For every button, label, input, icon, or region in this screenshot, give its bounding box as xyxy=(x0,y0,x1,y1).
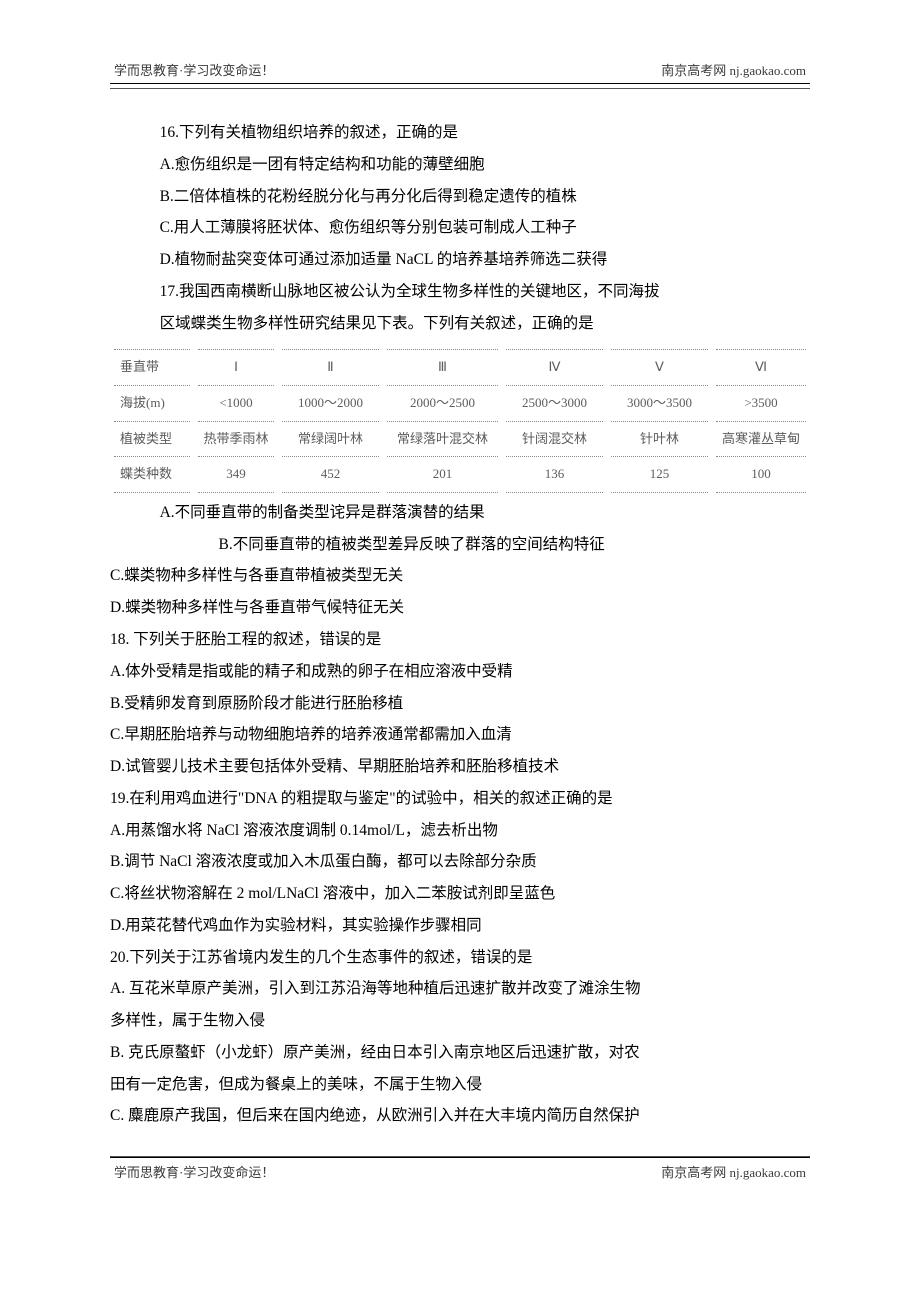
q18-stem: 18. 下列关于胚胎工程的叙述，错误的是 xyxy=(110,624,810,656)
cell: 针阔混交林 xyxy=(502,424,607,455)
q17-choice-c: C.蝶类物种多样性与各垂直带植被类型无关 xyxy=(110,560,810,592)
cell: 2500～3000 xyxy=(502,388,607,419)
q20-choice-a-line2: 多样性，属于生物入侵 xyxy=(110,1005,810,1037)
q16-choice-b: B.二倍体植株的花粉经脱分化与再分化后得到稳定遗传的植株 xyxy=(110,181,810,213)
table-row-species: 蝶类种数 349 452 201 136 125 100 xyxy=(110,459,810,490)
cell: 3000～3500 xyxy=(607,388,712,419)
q16-stem: 16.下列有关植物组织培养的叙述，正确的是 xyxy=(110,117,810,149)
header-left: 学而思教育·学习改变命运！ xyxy=(114,60,274,79)
cell: 136 xyxy=(502,459,607,490)
header-rule-thick xyxy=(110,83,810,84)
q20-choice-a-line1: A. 互花米草原产美洲，引入到江苏沿海等地种植后迅速扩散并改变了滩涂生物 xyxy=(110,973,810,1005)
footer-left: 学而思教育·学习改变命运！ xyxy=(114,1162,274,1181)
q16-choice-c: C.用人工薄膜将胚状体、愈伤组织等分别包装可制成人工种子 xyxy=(110,212,810,244)
q19-choice-c: C.将丝状物溶解在 2 mol/LNaCl 溶液中，加入二苯胺试剂即呈蓝色 xyxy=(110,878,810,910)
row-label-altitude: 海拔(m) xyxy=(110,388,194,419)
header-right: 南京高考网 nj.gaokao.com xyxy=(661,60,806,79)
footer-right: 南京高考网 nj.gaokao.com xyxy=(661,1162,806,1181)
q16-choice-a: A.愈伤组织是一团有特定结构和功能的薄壁细胞 xyxy=(110,149,810,181)
cell: 高寒灌丛草甸 xyxy=(712,424,810,455)
q19-stem: 19.在利用鸡血进行"DNA 的粗提取与鉴定"的试验中，相关的叙述正确的是 xyxy=(110,783,810,815)
q18-choice-d: D.试管婴儿技术主要包括体外受精、早期胚胎培养和胚胎移植技术 xyxy=(110,751,810,783)
q17-stem-line2: 区域蝶类生物多样性研究结果见下表。下列有关叙述，正确的是 xyxy=(110,308,810,340)
page-header: 学而思教育·学习改变命运！ 南京高考网 nj.gaokao.com xyxy=(110,60,810,89)
content-body: 16.下列有关植物组织培养的叙述，正确的是 A.愈伤组织是一团有特定结构和功能的… xyxy=(110,117,810,1132)
col-1: Ⅰ xyxy=(194,352,278,383)
col-5: Ⅴ xyxy=(607,352,712,383)
q19-choice-b: B.调节 NaCl 溶液浓度或加入木瓜蛋白酶，都可以去除部分杂质 xyxy=(110,846,810,878)
cell: >3500 xyxy=(712,388,810,419)
col-6: Ⅵ xyxy=(712,352,810,383)
q18-choice-c: C.早期胚胎培养与动物细胞培养的培养液通常都需加入血清 xyxy=(110,719,810,751)
cell: 100 xyxy=(712,459,810,490)
table-row-header: 垂直带 Ⅰ Ⅱ Ⅲ Ⅳ Ⅴ Ⅵ xyxy=(110,352,810,383)
cell: 349 xyxy=(194,459,278,490)
col-2: Ⅱ xyxy=(278,352,383,383)
q18-choice-a: A.体外受精是指或能的精子和成熟的卵子在相应溶液中受精 xyxy=(110,656,810,688)
cell: 125 xyxy=(607,459,712,490)
q20-choice-b-line1: B. 克氏原螯虾（小龙虾）原产美洲，经由日本引入南京地区后迅速扩散，对农 xyxy=(110,1037,810,1069)
header-rule-thin xyxy=(110,88,810,89)
q17-stem-line1: 17.我国西南横断山脉地区被公认为全球生物多样性的关键地区，不同海拔 xyxy=(110,276,810,308)
col-4: Ⅳ xyxy=(502,352,607,383)
table: 垂直带 Ⅰ Ⅱ Ⅲ Ⅳ Ⅴ Ⅵ 海拔(m) <1000 1000～2000 20… xyxy=(110,347,810,495)
table-row-vegetation: 植被类型 热带季雨林 常绿阔叶林 常绿落叶混交林 针阔混交林 针叶林 高寒灌丛草… xyxy=(110,424,810,455)
q18-choice-b: B.受精卵发育到原肠阶段才能进行胚胎移植 xyxy=(110,688,810,720)
cell: 201 xyxy=(383,459,502,490)
row-label-band: 垂直带 xyxy=(110,352,194,383)
q20-choice-c-line1: C. 麋鹿原产我国，但后来在国内绝迹，从欧洲引入并在大丰境内简历自然保护 xyxy=(110,1100,810,1132)
cell: 针叶林 xyxy=(607,424,712,455)
row-label-vegetation: 植被类型 xyxy=(110,424,194,455)
cell: 2000～2500 xyxy=(383,388,502,419)
q19-choice-d: D.用菜花替代鸡血作为实验材料，其实验操作步骤相同 xyxy=(110,910,810,942)
q20-choice-b-line2: 田有一定危害，但成为餐桌上的美味，不属于生物入侵 xyxy=(110,1069,810,1101)
row-label-species: 蝶类种数 xyxy=(110,459,194,490)
cell: 452 xyxy=(278,459,383,490)
cell: 热带季雨林 xyxy=(194,424,278,455)
q19-choice-a: A.用蒸馏水将 NaCl 溶液浓度调制 0.14mol/L，滤去析出物 xyxy=(110,815,810,847)
biodiversity-table: 垂直带 Ⅰ Ⅱ Ⅲ Ⅳ Ⅴ Ⅵ 海拔(m) <1000 1000～2000 20… xyxy=(110,347,810,495)
q17-choice-b: B.不同垂直带的植被类型差异反映了群落的空间结构特征 xyxy=(110,529,810,561)
q17-choice-d: D.蝶类物种多样性与各垂直带气候特征无关 xyxy=(110,592,810,624)
cell: 常绿落叶混交林 xyxy=(383,424,502,455)
q16-choice-d: D.植物耐盐突变体可通过添加适量 NaCL 的培养基培养筛选二获得 xyxy=(110,244,810,276)
table-row-altitude: 海拔(m) <1000 1000～2000 2000～2500 2500～300… xyxy=(110,388,810,419)
page: 学而思教育·学习改变命运！ 南京高考网 nj.gaokao.com 16.下列有… xyxy=(0,0,920,1225)
cell: 1000～2000 xyxy=(278,388,383,419)
col-3: Ⅲ xyxy=(383,352,502,383)
cell: <1000 xyxy=(194,388,278,419)
q17-choice-a: A.不同垂直带的制备类型诧异是群落演替的结果 xyxy=(110,497,810,529)
page-footer: 学而思教育·学习改变命运！ 南京高考网 nj.gaokao.com xyxy=(110,1156,810,1185)
cell: 常绿阔叶林 xyxy=(278,424,383,455)
q20-stem: 20.下列关于江苏省境内发生的几个生态事件的叙述，错误的是 xyxy=(110,942,810,974)
